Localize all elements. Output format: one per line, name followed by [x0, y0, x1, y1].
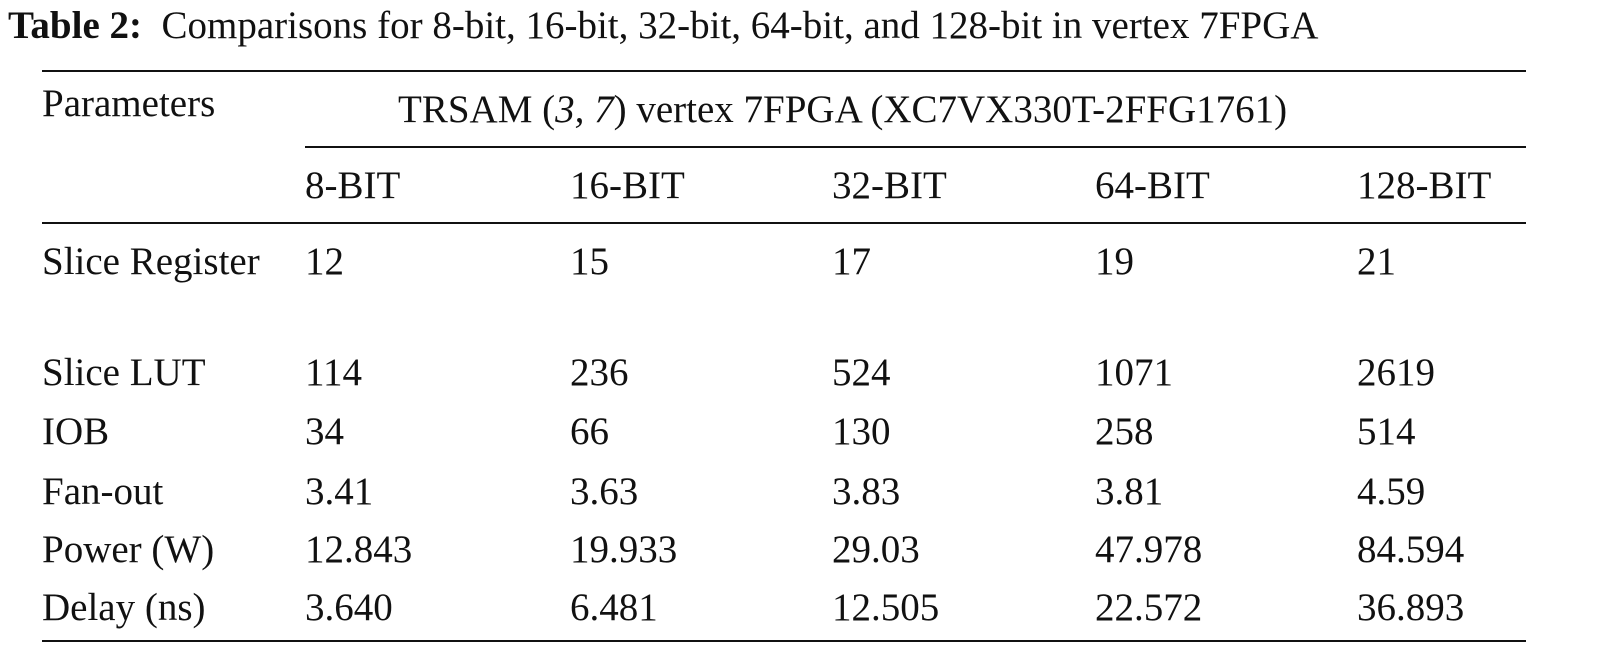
- cell: 236: [570, 351, 629, 394]
- cell: 3.81: [1095, 470, 1164, 513]
- group-header: TRSAM (3, 7) vertex 7FPGA (XC7VX330T-2FF…: [398, 84, 1287, 136]
- cell: 15: [570, 240, 609, 283]
- cell: 1071: [1095, 351, 1173, 394]
- column-header: 8-BIT: [305, 164, 401, 207]
- cell: 12.505: [832, 586, 940, 629]
- cell: 2619: [1357, 351, 1435, 394]
- cell: 12.843: [305, 528, 413, 571]
- cell: 47.978: [1095, 528, 1203, 571]
- cell: 19: [1095, 240, 1134, 283]
- column-header: 64-BIT: [1095, 164, 1210, 207]
- column-header: 128-BIT: [1357, 164, 1492, 207]
- group-header-part: TRSAM (: [398, 88, 556, 131]
- row-label: Power (W): [42, 528, 215, 571]
- cell: 29.03: [832, 528, 920, 571]
- cell: 114: [305, 351, 363, 394]
- caption: Table 2: Comparisons for 8-bit, 16-bit, …: [8, 0, 1318, 52]
- cell: 4.59: [1357, 470, 1426, 513]
- cell: 3.63: [570, 470, 639, 513]
- cell: 130: [832, 410, 891, 453]
- cell: 3.640: [305, 586, 393, 629]
- cell: 3.83: [832, 470, 901, 513]
- group-rule: [305, 146, 1526, 148]
- cell: 84.594: [1357, 528, 1465, 571]
- cell: 36.893: [1357, 586, 1465, 629]
- cell: 19.933: [570, 528, 678, 571]
- row-label: Fan-out: [42, 470, 164, 513]
- row-label: Slice LUT: [42, 351, 206, 394]
- header-rule: [42, 222, 1526, 224]
- column-header: 32-BIT: [832, 164, 947, 207]
- cell: 17: [832, 240, 871, 283]
- group-header-part: ) vertex 7FPGA (XC7VX330T-2FFG1761): [613, 88, 1288, 131]
- row-label: IOB: [42, 410, 110, 453]
- cell: 12: [305, 240, 344, 283]
- cell: 6.481: [570, 586, 658, 629]
- caption-label: Table 2:: [8, 4, 143, 47]
- cell: 524: [832, 351, 891, 394]
- row-label: Delay (ns): [42, 586, 206, 629]
- cell: 258: [1095, 410, 1154, 453]
- row-label: Slice Register: [42, 240, 260, 283]
- column-header: 16-BIT: [570, 164, 685, 207]
- cell: 514: [1357, 410, 1416, 453]
- top-rule: [42, 70, 1526, 72]
- cell: 22.572: [1095, 586, 1203, 629]
- cell: 21: [1357, 240, 1396, 283]
- bottom-rule: [42, 640, 1526, 642]
- cell: 66: [570, 410, 609, 453]
- cell: 34: [305, 410, 344, 453]
- group-header-params: 3, 7: [555, 88, 614, 131]
- caption-text: Comparisons for 8-bit, 16-bit, 32-bit, 6…: [161, 4, 1319, 47]
- corner-header: Parameters: [42, 82, 216, 125]
- cell: 3.41: [305, 470, 374, 513]
